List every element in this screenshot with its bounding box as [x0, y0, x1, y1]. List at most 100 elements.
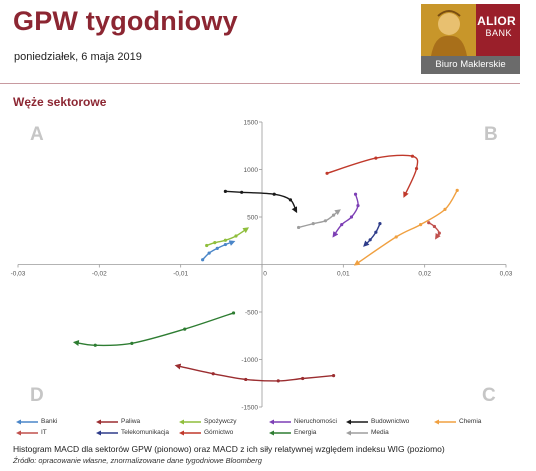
data-point-energia: [130, 341, 134, 345]
data-point-chemia: [455, 188, 459, 192]
series-line-telekomunikacja: [363, 223, 381, 247]
data-point-paliwa: [301, 376, 305, 381]
x-tick-label: -0,01: [173, 271, 188, 278]
legend-arrow-icon: [96, 419, 118, 424]
legend-item: Nieruchomości: [269, 418, 337, 425]
series-line-chemia: [353, 190, 458, 266]
legend-item: Spożywczy: [179, 418, 237, 425]
legend-label: Budownictwo: [371, 418, 410, 425]
legend-label: Banki: [41, 418, 58, 425]
legend-label: Media: [371, 429, 389, 436]
x-tick-label: -0,02: [92, 271, 107, 278]
legend-item: Banki: [16, 418, 57, 425]
data-point-media: [311, 222, 315, 226]
data-point-nieruchomosci: [353, 192, 358, 196]
x-tick-label: 0,02: [418, 271, 431, 278]
data-point-telekomunikacja: [374, 230, 378, 234]
legend-arrow-icon: [16, 419, 38, 424]
y-tick-label: 500: [247, 215, 258, 222]
sector-snakes-chart: A B C D -0,03 -0,02 -0,01 0 0,01 0,02 0,03 1500…: [11, 120, 513, 412]
logo-brand-text-2: BANK: [485, 28, 512, 38]
series-line-media: [298, 209, 341, 229]
logo-red-panel: [476, 4, 520, 56]
legend-item: IT: [16, 429, 47, 436]
legend-item: Energia: [269, 429, 316, 436]
y-tick-label: -1000: [241, 357, 258, 364]
data-point-banki: [207, 251, 211, 255]
report-date: poniedziałek, 6 maja 2019: [14, 51, 142, 63]
data-point-chemia: [419, 223, 423, 227]
data-point-telekomunikacja: [378, 222, 382, 226]
legend-arrow-icon: [16, 430, 38, 435]
data-point-media: [323, 219, 328, 223]
quadrant-label-b: B: [484, 124, 498, 145]
data-point-spozywczy: [234, 234, 238, 238]
data-point-banki: [215, 246, 219, 250]
data-point-media: [331, 213, 336, 217]
data-point-budownictwo: [272, 192, 276, 196]
legend-item: Paliwa: [96, 418, 140, 425]
data-point-nieruchomosci: [340, 223, 344, 227]
data-point-budownictwo: [288, 198, 293, 202]
data-point-gornictwo: [374, 156, 378, 160]
chart-source: Źródło: opracowanie własne, znormalizowa…: [13, 456, 262, 465]
quadrant-label-c: C: [482, 385, 496, 406]
x-tick-label: 0,01: [337, 271, 350, 278]
legend: Banki IT Paliwa Telekomunikacja Spożywczy Gór…: [16, 418, 506, 440]
legend-arrow-icon: [346, 430, 368, 435]
data-point-chemia: [394, 235, 398, 239]
legend-item: Budownictwo: [346, 418, 409, 425]
y-tick-label: -1500: [241, 405, 258, 412]
legend-arrow-icon: [179, 419, 201, 424]
y-tick-label: 1000: [244, 167, 259, 174]
alior-logo: ALIOR BANK Biuro Maklerskie: [421, 4, 520, 74]
logo-artwork: ALIOR BANK: [421, 4, 520, 56]
data-point-banki: [201, 258, 205, 262]
legend-label: Chemia: [459, 418, 482, 425]
header-divider: [0, 83, 520, 84]
legend-item: Media: [346, 429, 389, 436]
legend-label: Spożywczy: [204, 418, 237, 425]
report-title: GPW tygodniowy: [13, 6, 238, 36]
data-point-gornictwo: [325, 171, 329, 175]
series-line-gornictwo: [326, 154, 419, 198]
data-point-budownictwo: [240, 190, 244, 194]
legend-item: Chemia: [434, 418, 481, 425]
legend-arrow-icon: [179, 430, 201, 435]
series-line-energia: [72, 312, 234, 347]
data-point-energia: [93, 343, 97, 347]
logo-subtitle: Biuro Maklerskie: [421, 56, 520, 74]
data-point-energia: [183, 327, 187, 331]
data-point-spozywczy: [223, 238, 227, 242]
data-point-it: [437, 231, 441, 235]
data-point-paliwa: [331, 374, 336, 378]
legend-label: Paliwa: [121, 418, 141, 425]
quadrant-label-a: A: [30, 124, 44, 145]
series-line-it: [428, 222, 441, 240]
data-point-energia: [231, 311, 236, 315]
data-point-it: [427, 221, 431, 225]
y-tick-label: -500: [245, 310, 258, 317]
data-point-it: [432, 224, 437, 229]
data-point-banki: [223, 242, 227, 247]
data-point-chemia: [443, 207, 447, 211]
series-line-paliwa: [174, 363, 334, 382]
x-tick-label: 0: [263, 271, 267, 278]
data-point-paliwa: [244, 377, 248, 382]
data-point-paliwa: [276, 379, 280, 383]
data-point-gornictwo: [410, 154, 415, 158]
axes: -0,03 -0,02 -0,01 0 0,01 0,02 0,03 1500 1000 500 -…: [11, 120, 513, 412]
x-tick-label: -0,03: [11, 271, 26, 278]
chart-note: Histogram MACD dla sektorów GPW (pionowo…: [13, 444, 445, 454]
data-point-gornictwo: [414, 166, 419, 171]
data-point-spozywczy: [213, 241, 217, 245]
legend-arrow-icon: [96, 430, 118, 435]
data-point-budownictwo: [223, 189, 227, 193]
series-line-budownictwo: [225, 190, 298, 214]
legend-arrow-icon: [269, 419, 291, 424]
legend-arrow-icon: [346, 419, 368, 424]
legend-label: Nieruchomości: [294, 418, 337, 425]
series-line-nieruchomosci: [332, 194, 359, 238]
data-point-nieruchomosci: [356, 204, 360, 208]
legend-arrow-icon: [269, 430, 291, 435]
